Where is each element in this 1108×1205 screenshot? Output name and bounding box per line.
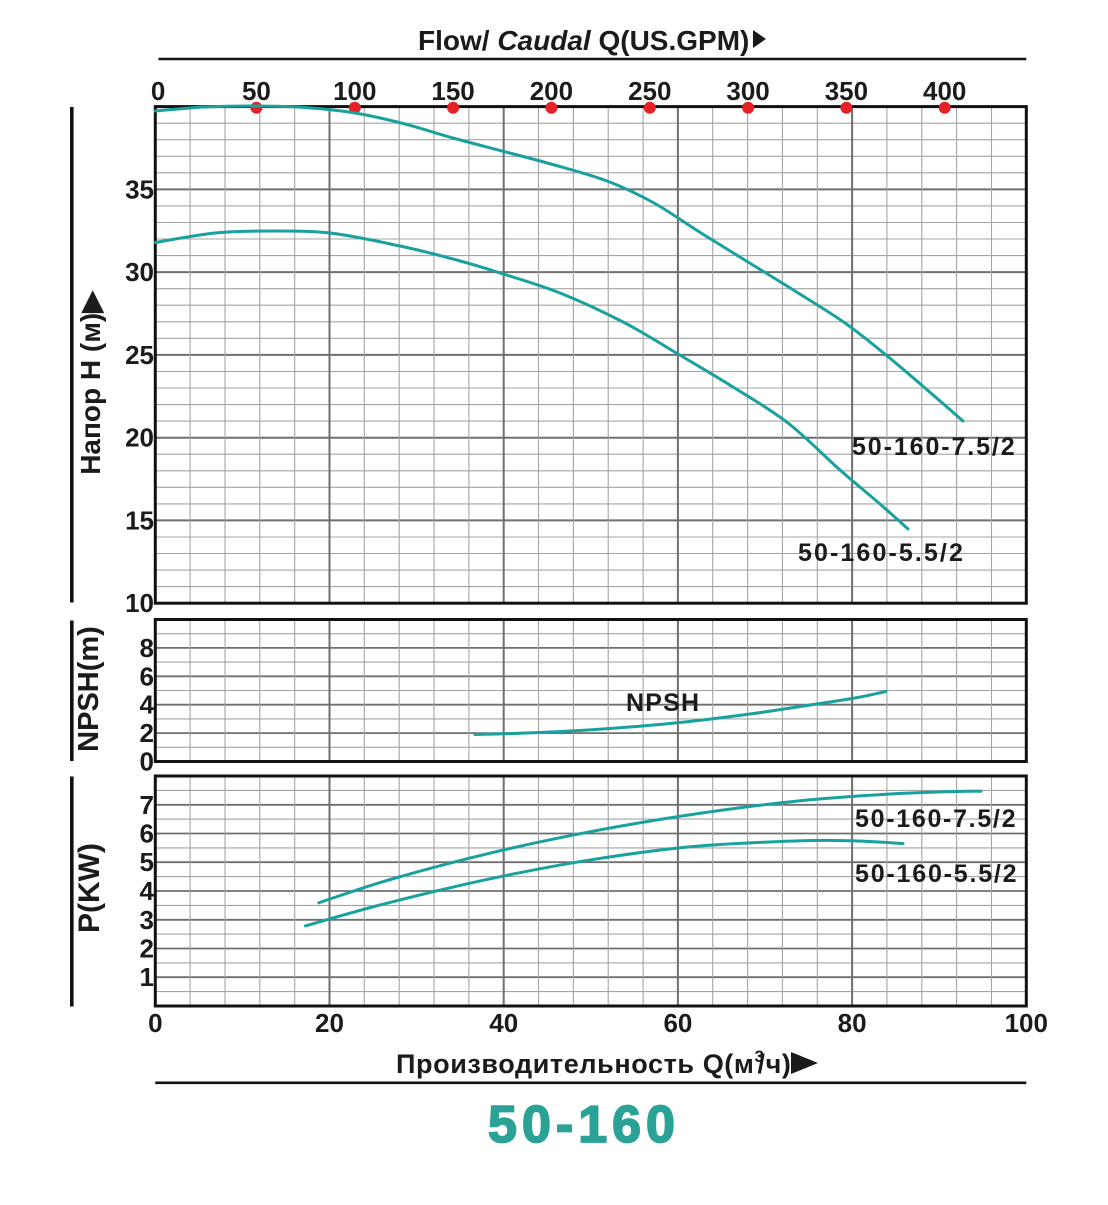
svg-text:7: 7 — [140, 790, 154, 820]
svg-text:2: 2 — [140, 934, 154, 964]
svg-text:10: 10 — [125, 588, 154, 618]
svg-text:250: 250 — [628, 76, 671, 106]
svg-text:35: 35 — [125, 174, 154, 204]
svg-text:Производительность Q(м3/ч): Производительность Q(м3/ч) — [396, 1047, 792, 1079]
svg-text:80: 80 — [838, 1008, 867, 1038]
svg-text:100: 100 — [1005, 1008, 1048, 1038]
svg-text:NPSH: NPSH — [626, 689, 700, 717]
svg-text:0: 0 — [151, 76, 165, 106]
svg-text:300: 300 — [726, 76, 769, 106]
svg-text:20: 20 — [315, 1008, 344, 1038]
svg-text:0: 0 — [148, 1008, 162, 1038]
svg-text:NPSH(m): NPSH(m) — [73, 626, 105, 752]
svg-text:50-160-7.5/2: 50-160-7.5/2 — [852, 433, 1017, 461]
svg-text:50: 50 — [242, 76, 271, 106]
svg-text:350: 350 — [825, 76, 868, 106]
svg-text:50-160-5.5/2: 50-160-5.5/2 — [855, 860, 1018, 888]
svg-text:6: 6 — [140, 819, 154, 849]
svg-text:50-160-7.5/2: 50-160-7.5/2 — [855, 805, 1017, 833]
svg-text:0: 0 — [140, 747, 154, 777]
svg-text:150: 150 — [431, 76, 474, 106]
svg-text:4: 4 — [140, 876, 155, 906]
svg-text:20: 20 — [125, 423, 154, 453]
svg-text:25: 25 — [125, 340, 154, 370]
svg-text:Напор H (м)▶: Напор H (м)▶ — [75, 290, 106, 475]
svg-text:15: 15 — [125, 505, 154, 535]
svg-text:1: 1 — [140, 962, 154, 992]
svg-text:3: 3 — [140, 905, 154, 935]
svg-text:Flow/ Caudal Q(US.GPM): Flow/ Caudal Q(US.GPM) — [418, 25, 749, 56]
svg-text:100: 100 — [333, 76, 376, 106]
svg-text:30: 30 — [125, 257, 154, 287]
svg-text:40: 40 — [489, 1008, 518, 1038]
svg-text:5: 5 — [140, 847, 154, 877]
svg-text:6: 6 — [140, 661, 154, 691]
svg-text:2: 2 — [140, 718, 154, 748]
svg-text:P(KW): P(KW) — [73, 843, 106, 933]
svg-text:50-160-5.5/2: 50-160-5.5/2 — [798, 539, 965, 567]
svg-text:50-160: 50-160 — [488, 1096, 680, 1154]
svg-text:200: 200 — [530, 76, 573, 106]
svg-text:4: 4 — [140, 690, 155, 720]
svg-text:8: 8 — [140, 633, 154, 663]
svg-text:400: 400 — [923, 76, 966, 106]
svg-text:60: 60 — [663, 1008, 692, 1038]
